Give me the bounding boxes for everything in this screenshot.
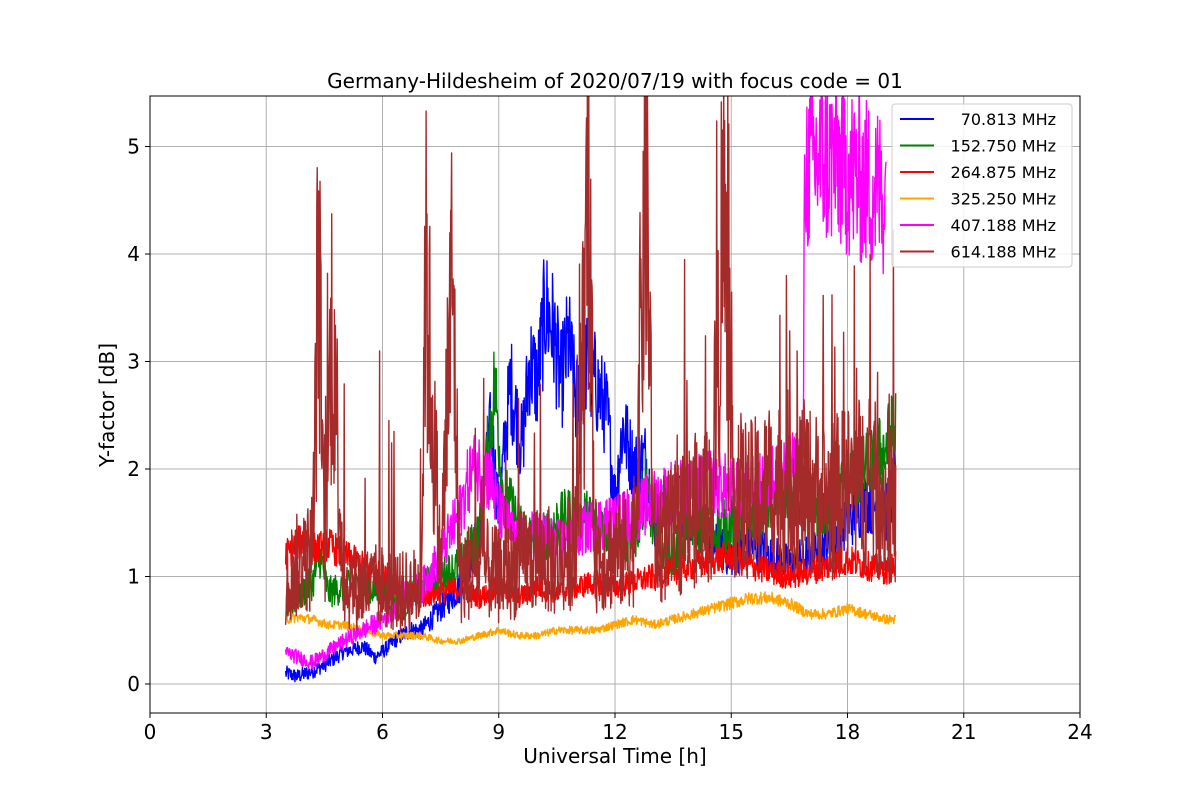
legend-label: 614.188 MHz xyxy=(951,243,1056,262)
x-tick-label: 12 xyxy=(602,720,627,744)
plot-series xyxy=(284,96,897,683)
series-line xyxy=(284,591,897,645)
y-tick-label: 4 xyxy=(127,242,140,266)
x-tick-label: 3 xyxy=(260,720,273,744)
y-tick-label: 2 xyxy=(127,457,140,481)
legend-label: 264.875 MHz xyxy=(951,163,1056,182)
y-axis-title: Y-factor [dB] xyxy=(95,343,119,468)
x-tick-label: 18 xyxy=(835,720,860,744)
x-tick-label: 15 xyxy=(719,720,744,744)
legend: 70.813 MHz 152.750 MHz 264.875 MHz 325.250 … xyxy=(891,103,1073,268)
legend-box xyxy=(891,103,1073,268)
series-line xyxy=(284,96,897,632)
chart-title: Germany-Hildesheim of 2020/07/19 with fo… xyxy=(327,69,903,93)
legend-label: 325.250 MHz xyxy=(951,190,1056,209)
legend-label: 70.813 MHz xyxy=(961,110,1056,129)
legend-label: 407.188 MHz xyxy=(951,216,1056,235)
x-tick-label: 21 xyxy=(951,720,976,744)
y-tick-label: 1 xyxy=(127,564,140,588)
x-axis-title: Universal Time [h] xyxy=(523,744,706,768)
y-tick-label: 3 xyxy=(127,350,140,374)
y-tick-label: 5 xyxy=(127,135,140,159)
x-tick-label: 6 xyxy=(376,720,389,744)
legend-label: 152.750 MHz xyxy=(951,137,1056,156)
y-tick-label: 0 xyxy=(127,672,140,696)
x-tick-label: 9 xyxy=(492,720,505,744)
x-tick-label: 0 xyxy=(144,720,157,744)
x-tick-label: 24 xyxy=(1067,720,1092,744)
